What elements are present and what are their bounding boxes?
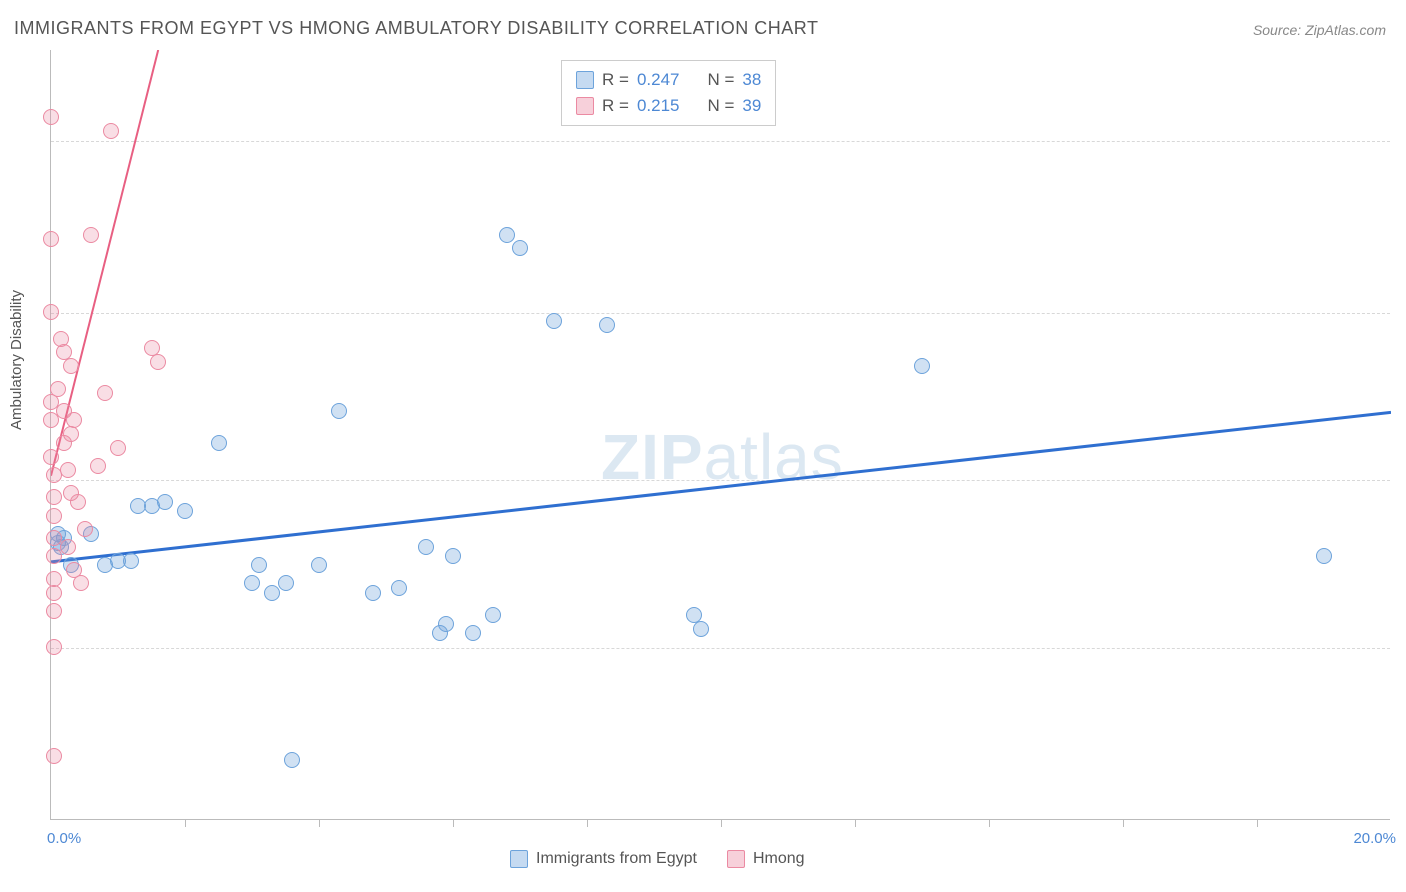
point-egypt	[599, 317, 615, 333]
point-egypt	[284, 752, 300, 768]
watermark-bold: ZIP	[601, 421, 704, 493]
point-egypt	[914, 358, 930, 374]
gridline	[51, 480, 1390, 481]
swatch-pink-icon	[727, 850, 745, 868]
gridline	[51, 648, 1390, 649]
point-hmong	[60, 462, 76, 478]
point-hmong	[150, 354, 166, 370]
point-hmong	[63, 426, 79, 442]
point-hmong	[43, 304, 59, 320]
x-tick-mark	[185, 819, 186, 827]
legend-item-hmong: Hmong	[727, 850, 805, 868]
point-egypt	[311, 557, 327, 573]
y-axis-label: Ambulatory Disability	[8, 290, 25, 430]
point-hmong	[60, 539, 76, 555]
point-hmong	[46, 585, 62, 601]
x-tick-mark	[319, 819, 320, 827]
x-tick-mark	[453, 819, 454, 827]
legend-item-egypt: Immigrants from Egypt	[510, 850, 697, 868]
n-value: 38	[742, 67, 761, 93]
n-label: N =	[707, 93, 734, 119]
point-egypt	[244, 575, 260, 591]
y-tick-label: 15.0%	[1395, 132, 1406, 149]
source-attribution: Source: ZipAtlas.com	[1253, 22, 1386, 38]
correlation-legend: R = 0.247 N = 38 R = 0.215 N = 39	[561, 60, 776, 126]
point-hmong	[73, 575, 89, 591]
point-hmong	[110, 440, 126, 456]
watermark: ZIPatlas	[601, 420, 844, 494]
point-egypt	[499, 227, 515, 243]
point-hmong	[43, 449, 59, 465]
point-egypt	[157, 494, 173, 510]
point-egypt	[1316, 548, 1332, 564]
point-hmong	[46, 489, 62, 505]
x-tick-mark	[855, 819, 856, 827]
trend-line	[51, 412, 1391, 561]
point-egypt	[365, 585, 381, 601]
x-tick-mark	[1257, 819, 1258, 827]
point-hmong	[63, 358, 79, 374]
gridline	[51, 141, 1390, 142]
legend-row-egypt: R = 0.247 N = 38	[576, 67, 761, 93]
plot-area: ZIPatlas 3.8%7.5%11.2%15.0% R = 0.247 N …	[50, 50, 1390, 820]
point-egypt	[546, 313, 562, 329]
point-hmong	[46, 748, 62, 764]
swatch-pink-icon	[576, 97, 594, 115]
point-egypt	[512, 240, 528, 256]
x-tick-mark	[721, 819, 722, 827]
watermark-rest: atlas	[704, 421, 844, 493]
point-egypt	[177, 503, 193, 519]
point-egypt	[445, 548, 461, 564]
n-value: 39	[742, 93, 761, 119]
point-hmong	[43, 231, 59, 247]
r-label: R =	[602, 67, 629, 93]
x-tick-mark	[989, 819, 990, 827]
point-hmong	[97, 385, 113, 401]
point-hmong	[103, 123, 119, 139]
point-hmong	[46, 508, 62, 524]
point-hmong	[90, 458, 106, 474]
point-egypt	[465, 625, 481, 641]
point-egypt	[123, 553, 139, 569]
y-tick-label: 3.8%	[1395, 639, 1406, 656]
point-egypt	[391, 580, 407, 596]
point-hmong	[50, 381, 66, 397]
x-axis-min: 0.0%	[47, 830, 81, 847]
point-egypt	[485, 607, 501, 623]
point-hmong	[83, 227, 99, 243]
r-value: 0.247	[637, 67, 680, 93]
legend-label: Immigrants from Egypt	[536, 850, 697, 868]
point-egypt	[438, 616, 454, 632]
y-tick-label: 11.2%	[1395, 304, 1406, 321]
point-egypt	[211, 435, 227, 451]
point-egypt	[693, 621, 709, 637]
legend-label: Hmong	[753, 850, 805, 868]
r-value: 0.215	[637, 93, 680, 119]
series-legend: Immigrants from Egypt Hmong	[510, 850, 805, 868]
swatch-blue-icon	[576, 71, 594, 89]
y-tick-label: 7.5%	[1395, 471, 1406, 488]
point-hmong	[43, 109, 59, 125]
point-egypt	[418, 539, 434, 555]
point-egypt	[278, 575, 294, 591]
trend-lines	[51, 50, 1391, 820]
legend-row-hmong: R = 0.215 N = 39	[576, 93, 761, 119]
swatch-blue-icon	[510, 850, 528, 868]
point-hmong	[70, 494, 86, 510]
n-label: N =	[707, 67, 734, 93]
x-axis-max: 20.0%	[1353, 830, 1396, 847]
chart-title: IMMIGRANTS FROM EGYPT VS HMONG AMBULATOR…	[14, 18, 818, 39]
point-egypt	[331, 403, 347, 419]
point-hmong	[66, 412, 82, 428]
x-tick-mark	[1123, 819, 1124, 827]
point-egypt	[251, 557, 267, 573]
x-tick-mark	[587, 819, 588, 827]
r-label: R =	[602, 93, 629, 119]
gridline	[51, 313, 1390, 314]
point-hmong	[77, 521, 93, 537]
point-hmong	[46, 603, 62, 619]
point-hmong	[46, 639, 62, 655]
